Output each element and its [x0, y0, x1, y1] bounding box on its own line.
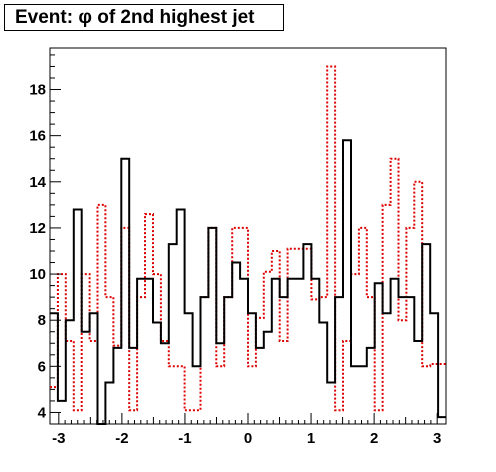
x-tick-label: -2 [115, 430, 128, 447]
series-layer [50, 65, 446, 425]
x-tick-label: 1 [307, 430, 315, 447]
x-tick-label: 0 [244, 430, 252, 447]
x-tick-label: 3 [433, 430, 441, 447]
y-tick-label: 10 [29, 266, 46, 283]
x-tick-label: -1 [178, 430, 191, 447]
series-1 [50, 65, 446, 412]
series-0 [50, 139, 446, 425]
y-tick-label: 8 [38, 312, 46, 329]
series-line-1 [50, 65, 446, 412]
x-tick-label: 2 [370, 430, 378, 447]
y-tick-label: 16 [29, 128, 46, 145]
y-tick-label: 6 [38, 358, 46, 375]
plot-frame [49, 47, 447, 425]
series-line-0 [50, 139, 446, 425]
chart-title: Event: φ of 2nd highest jet [4, 4, 284, 31]
x-tick-label: -3 [52, 430, 65, 447]
y-tick-label: 12 [29, 220, 46, 237]
y-tick-label: 18 [29, 82, 46, 99]
y-tick-label: 14 [29, 174, 46, 191]
y-tick-label: 4 [38, 404, 47, 421]
